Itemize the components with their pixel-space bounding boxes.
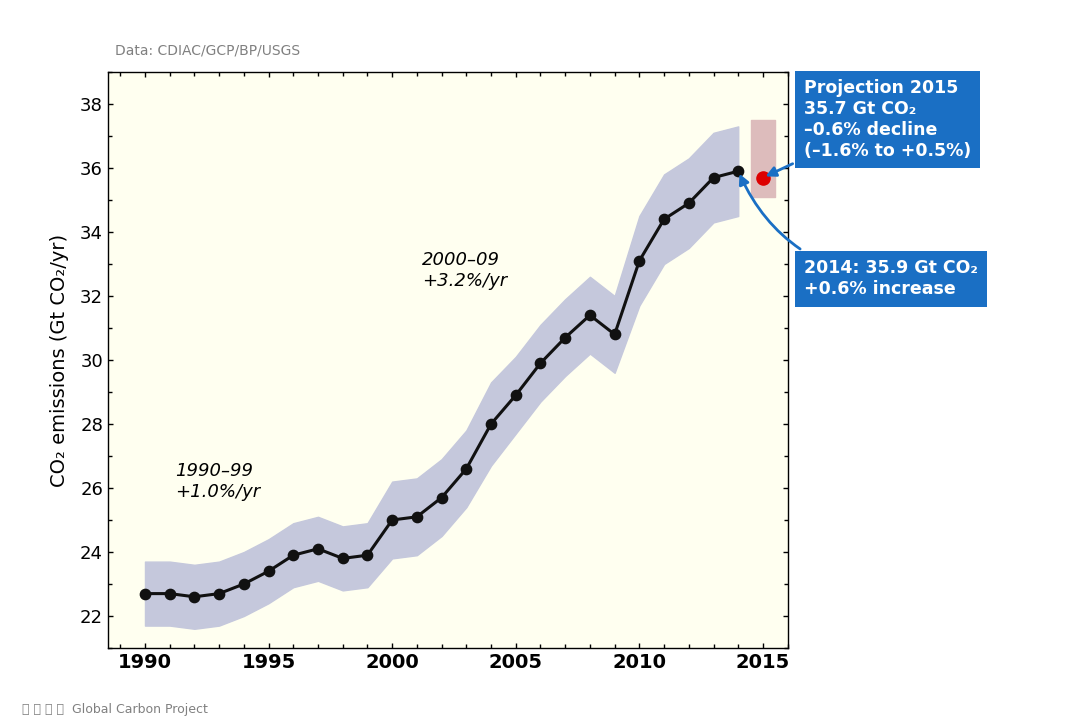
Point [334,553,352,564]
Point [433,492,450,503]
Point [705,172,722,184]
Point [359,549,377,561]
Point [507,390,524,401]
Point [606,328,624,340]
Point [285,549,302,561]
Point [383,514,400,526]
Text: ⓒ ⓘ ⓢ ⓜ  Global Carbon Project: ⓒ ⓘ ⓢ ⓜ Global Carbon Project [22,703,207,716]
Point [186,591,203,603]
Point [729,166,747,177]
Point [631,255,648,266]
Y-axis label: CO₂ emissions (Gt CO₂/yr): CO₂ emissions (Gt CO₂/yr) [50,233,69,487]
Point [210,588,228,599]
Text: 2000–09
+3.2%/yr: 2000–09 +3.2%/yr [422,251,507,289]
Point [582,310,599,321]
Point [310,543,327,554]
Point [235,578,252,590]
Point [408,511,425,523]
Text: 2014: 35.9 Gt CO₂
+0.6% increase: 2014: 35.9 Gt CO₂ +0.6% increase [740,176,978,298]
Text: Data: CDIAC/GCP/BP/USGS: Data: CDIAC/GCP/BP/USGS [114,44,300,58]
Point [457,463,475,474]
Text: 1990–99
+1.0%/yr: 1990–99 +1.0%/yr [175,462,260,501]
Point [655,213,672,225]
Point [557,332,574,343]
Point [161,588,178,599]
Point [680,197,697,209]
Point [136,588,153,599]
Point [482,418,500,430]
Text: Projection 2015
35.7 Gt CO₂
–0.6% decline
(–1.6% to +0.5%): Projection 2015 35.7 Gt CO₂ –0.6% declin… [768,79,971,176]
Point [754,172,771,184]
Point [260,565,277,577]
Point [532,357,549,369]
